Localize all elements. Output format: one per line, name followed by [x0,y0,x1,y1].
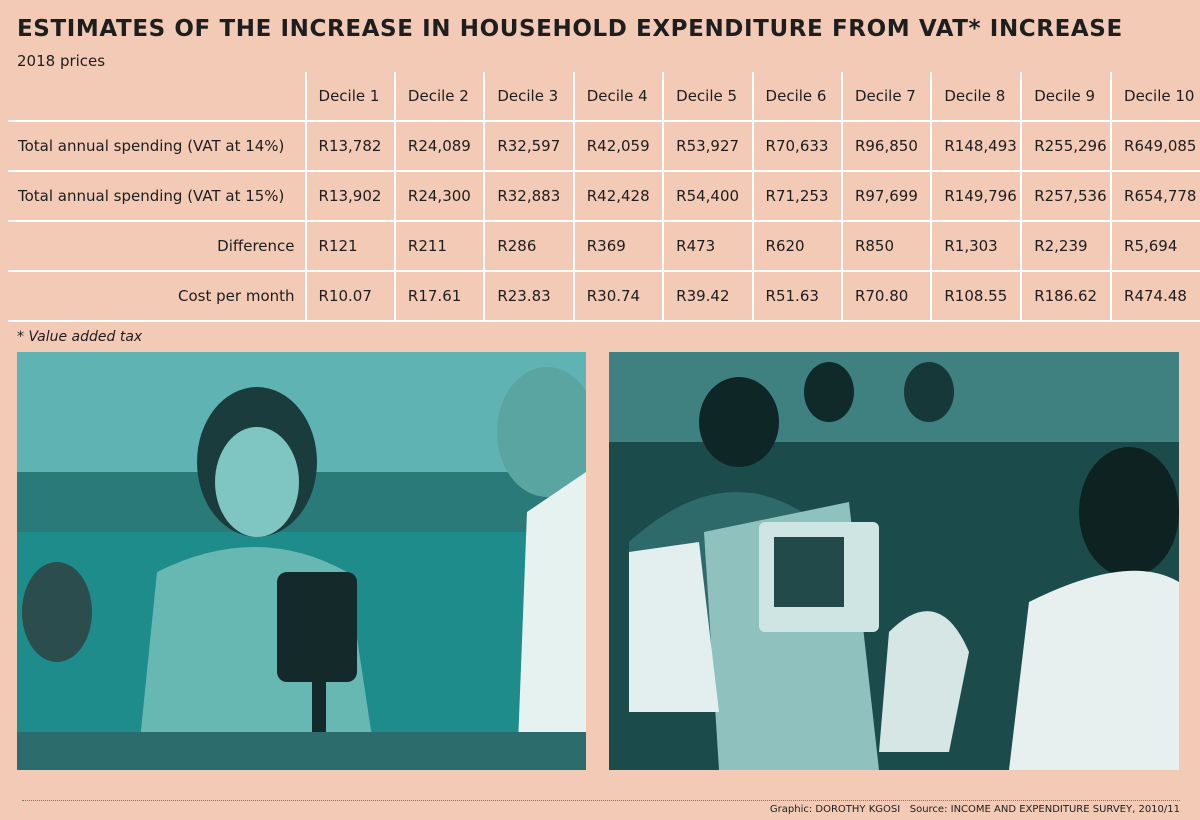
table-cell: R70.80 [841,270,933,322]
table-cell: R51.63 [752,270,843,322]
table-cell: R30.74 [573,270,665,322]
table-cell: R211 [394,220,486,272]
table-cell: R23.83 [484,270,575,322]
corner-cell [8,72,307,122]
photo-checkout [17,352,586,770]
column-header: Decile 6 [752,72,843,122]
column-header: Decile 8 [931,72,1023,122]
column-header: Decile 9 [1021,72,1113,122]
row-label: Difference [8,220,307,272]
table-cell: R649,085 [1111,120,1200,172]
table-cell: R148,493 [931,120,1023,172]
table-cell: R121 [305,220,396,272]
table-cell: R257,536 [1021,170,1113,222]
table-cell: R96,850 [841,120,933,172]
table-row: Total annual spending (VAT at 14%) R13,78… [8,120,1200,172]
table-cell: R10.07 [305,270,396,322]
table-cell: R39.42 [663,270,754,322]
table-cell: R17.61 [394,270,486,322]
title: ESTIMATES OF THE INCREASE IN HOUSEHOLD E… [17,16,1123,42]
table-cell: R42,428 [573,170,665,222]
table-row: Cost per month R10.07 R17.61 R23.83 R30.74 R3… [8,270,1200,322]
table-cell: R473 [663,220,754,272]
column-header: Decile 5 [663,72,754,122]
table-cell: R2,239 [1021,220,1113,272]
table-cell: R369 [573,220,665,272]
divider [22,800,1180,801]
column-header: Decile 4 [573,72,665,122]
table-cell: R850 [841,220,933,272]
table-cell: R24,089 [394,120,486,172]
header-row: Decile 1 Decile 2 Decile 3 Decile 4 Decile 5… [8,72,1200,122]
column-header: Decile 3 [484,72,575,122]
table-cell: R108.55 [931,270,1023,322]
graphic-credit: Graphic: DOROTHY KGOSI [769,804,901,815]
credits: Graphic: DOROTHY KGOSI Source: INCOME AN… [770,804,1180,815]
table-cell: R654,778 [1111,170,1200,222]
table-cell: R1,303 [931,220,1023,272]
row-label: Cost per month [8,270,307,322]
table-cell: R13,902 [305,170,396,222]
table-cell: R186.62 [1021,270,1113,322]
table-cell: R97,699 [841,170,933,222]
source-credit: Source: INCOME AND EXPENDITURE SURVEY, 2… [909,804,1180,815]
table-cell: R70,633 [752,120,843,172]
table-cell: R71,253 [752,170,843,222]
column-header: Decile 10 [1111,72,1200,122]
table-cell: R54,400 [663,170,754,222]
row-label: Total annual spending (VAT at 15%) [8,170,307,222]
table-row: Difference R121 R211 R286 R369 R473 R620 R850 R1… [8,220,1200,272]
data-table: Decile 1 Decile 2 Decile 3 Decile 4 Decile 5… [8,72,1200,322]
subtitle: 2018 prices [17,52,106,70]
row-label: Total annual spending (VAT at 14%) [8,120,307,172]
table-cell: R149,796 [931,170,1023,222]
footnote: * Value added tax [17,329,143,345]
table-row: Total annual spending (VAT at 15%) R13,90… [8,170,1200,222]
column-header: Decile 7 [841,72,933,122]
table-cell: R5,694 [1111,220,1200,272]
table-cell: R474.48 [1111,270,1200,322]
table-cell: R24,300 [394,170,486,222]
table-cell: R53,927 [663,120,754,172]
column-header: Decile 1 [305,72,396,122]
table-cell: R32,883 [484,170,575,222]
column-header: Decile 2 [394,72,486,122]
table-cell: R286 [484,220,575,272]
table-cell: R255,296 [1021,120,1113,172]
photo-till [609,352,1179,770]
table-cell: R620 [752,220,843,272]
table-cell: R32,597 [484,120,575,172]
table-cell: R42,059 [573,120,665,172]
table-cell: R13,782 [305,120,396,172]
